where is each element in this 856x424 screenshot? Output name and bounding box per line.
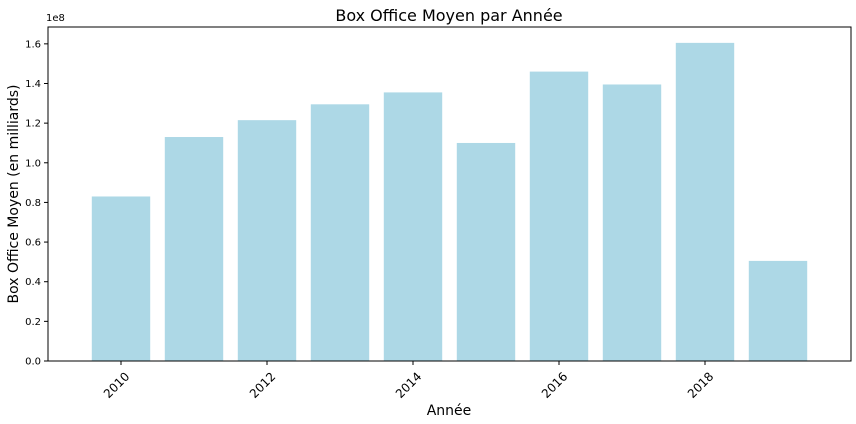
bar-2016	[529, 71, 589, 361]
bar-2012	[237, 120, 297, 361]
x-axis-ticks: 2010 2012 2014 2016 2018	[101, 361, 716, 401]
y-tick-label: 1.4	[25, 79, 41, 90]
x-tick-label: 2012	[247, 369, 278, 400]
x-tick-label: 2010	[101, 369, 132, 400]
plot-area-frame	[47, 26, 852, 362]
y-tick-label: 0.2	[25, 317, 41, 328]
y-tick-label: 0.0	[25, 357, 41, 368]
bar-2013	[310, 104, 370, 361]
y-tick-label: 0.4	[25, 277, 41, 288]
y-offset-label: 1e8	[46, 13, 65, 24]
bars-group	[91, 42, 808, 362]
y-tick-label: 0.6	[25, 238, 41, 249]
bar-2015	[456, 142, 516, 361]
x-axis-label: Année	[427, 403, 472, 419]
y-tick-label: 1.6	[25, 39, 41, 50]
chart-title: Box Office Moyen par Année	[335, 6, 562, 25]
bar-2017	[602, 84, 662, 361]
y-tick-label: 1.2	[25, 119, 41, 130]
x-tick-label: 2018	[685, 369, 716, 400]
x-tick-label: 2016	[539, 369, 570, 400]
y-axis-ticks: 0.0 0.2 0.4 0.6 0.8 1.0 1.2 1.4 1.6	[25, 39, 48, 368]
x-tick-label: 2014	[393, 369, 424, 400]
y-axis-label: Box Office Moyen (en milliards)	[6, 85, 22, 304]
bar-2010	[91, 196, 151, 361]
bar-2019	[748, 260, 808, 361]
y-tick-label: 1.0	[25, 158, 41, 169]
bar-2011	[164, 137, 224, 361]
bar-2014	[383, 92, 443, 361]
y-tick-label: 0.8	[25, 198, 41, 209]
bar-2018	[675, 42, 735, 362]
